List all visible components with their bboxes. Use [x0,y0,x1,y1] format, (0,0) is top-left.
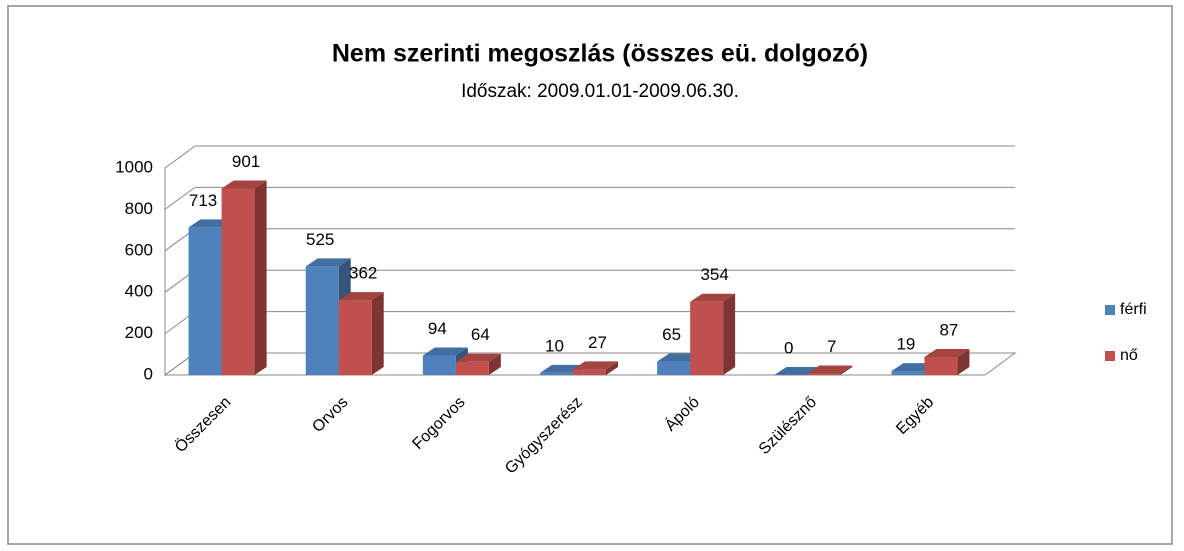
bar-top [455,353,501,362]
data-label: 87 [939,320,958,339]
data-label: 64 [471,325,490,344]
data-label: 901 [232,152,260,171]
bar-side [957,348,970,375]
y-tick-label: 400 [125,282,153,301]
chart-title: Nem szerinti megoszlás (összes eü. dolgo… [332,40,868,68]
y-tick-label: 800 [125,199,153,218]
bar-top [305,258,351,267]
bar-front [807,373,841,375]
bar-front [891,371,925,375]
y-tick-label: 1000 [115,157,153,176]
grid-line [164,145,1015,169]
bar-front [924,356,958,375]
bar-side [371,292,384,375]
legend-swatch [1105,305,1115,315]
bar-front [305,266,339,375]
bar-front [455,361,489,375]
bar [573,361,618,375]
bar-front [690,301,724,375]
data-label: 7 [827,337,836,356]
bar-front [657,361,691,375]
data-label: 10 [545,336,564,355]
bar [338,292,384,375]
bar-top [690,293,736,302]
y-tick-label: 0 [144,364,153,383]
data-label: 94 [428,319,447,338]
bar-front [422,355,456,375]
bar-side [488,353,501,375]
bar-top [807,365,853,374]
bar-side [840,365,853,375]
data-label: 65 [662,325,681,344]
grid-line [164,186,1015,210]
bar-top [573,361,618,370]
legend-label: férfi [1120,301,1147,318]
y-tick-label: 600 [125,240,153,259]
bar-side [606,361,618,375]
data-label: 713 [189,191,217,210]
chart-subtitle: Időszak: 2009.01.01-2009.06.30. [461,81,739,102]
bar [807,365,853,375]
data-label: 525 [306,230,334,249]
bar-top [774,367,820,375]
bar [924,348,970,375]
bar-top [422,347,468,356]
bar [690,293,736,375]
data-label: 354 [700,265,728,284]
bar-front [540,372,573,375]
legend-label: nő [1120,347,1138,364]
data-label: 362 [349,264,377,283]
bar-front [221,188,255,375]
bar-top [924,348,970,357]
data-label: 19 [896,335,915,354]
bar-front [338,300,372,375]
bar-top [221,180,267,189]
bar [455,353,501,375]
bar-top [338,292,384,301]
bar-front [188,227,222,375]
y-tick-label: 200 [125,323,153,342]
data-label: 0 [784,338,793,357]
bar-front [573,369,606,375]
bar-side [723,293,736,375]
legend-swatch [1105,351,1115,361]
bar [221,180,267,375]
data-label: 27 [588,333,607,352]
bar [774,367,820,375]
bar-side [254,180,267,375]
